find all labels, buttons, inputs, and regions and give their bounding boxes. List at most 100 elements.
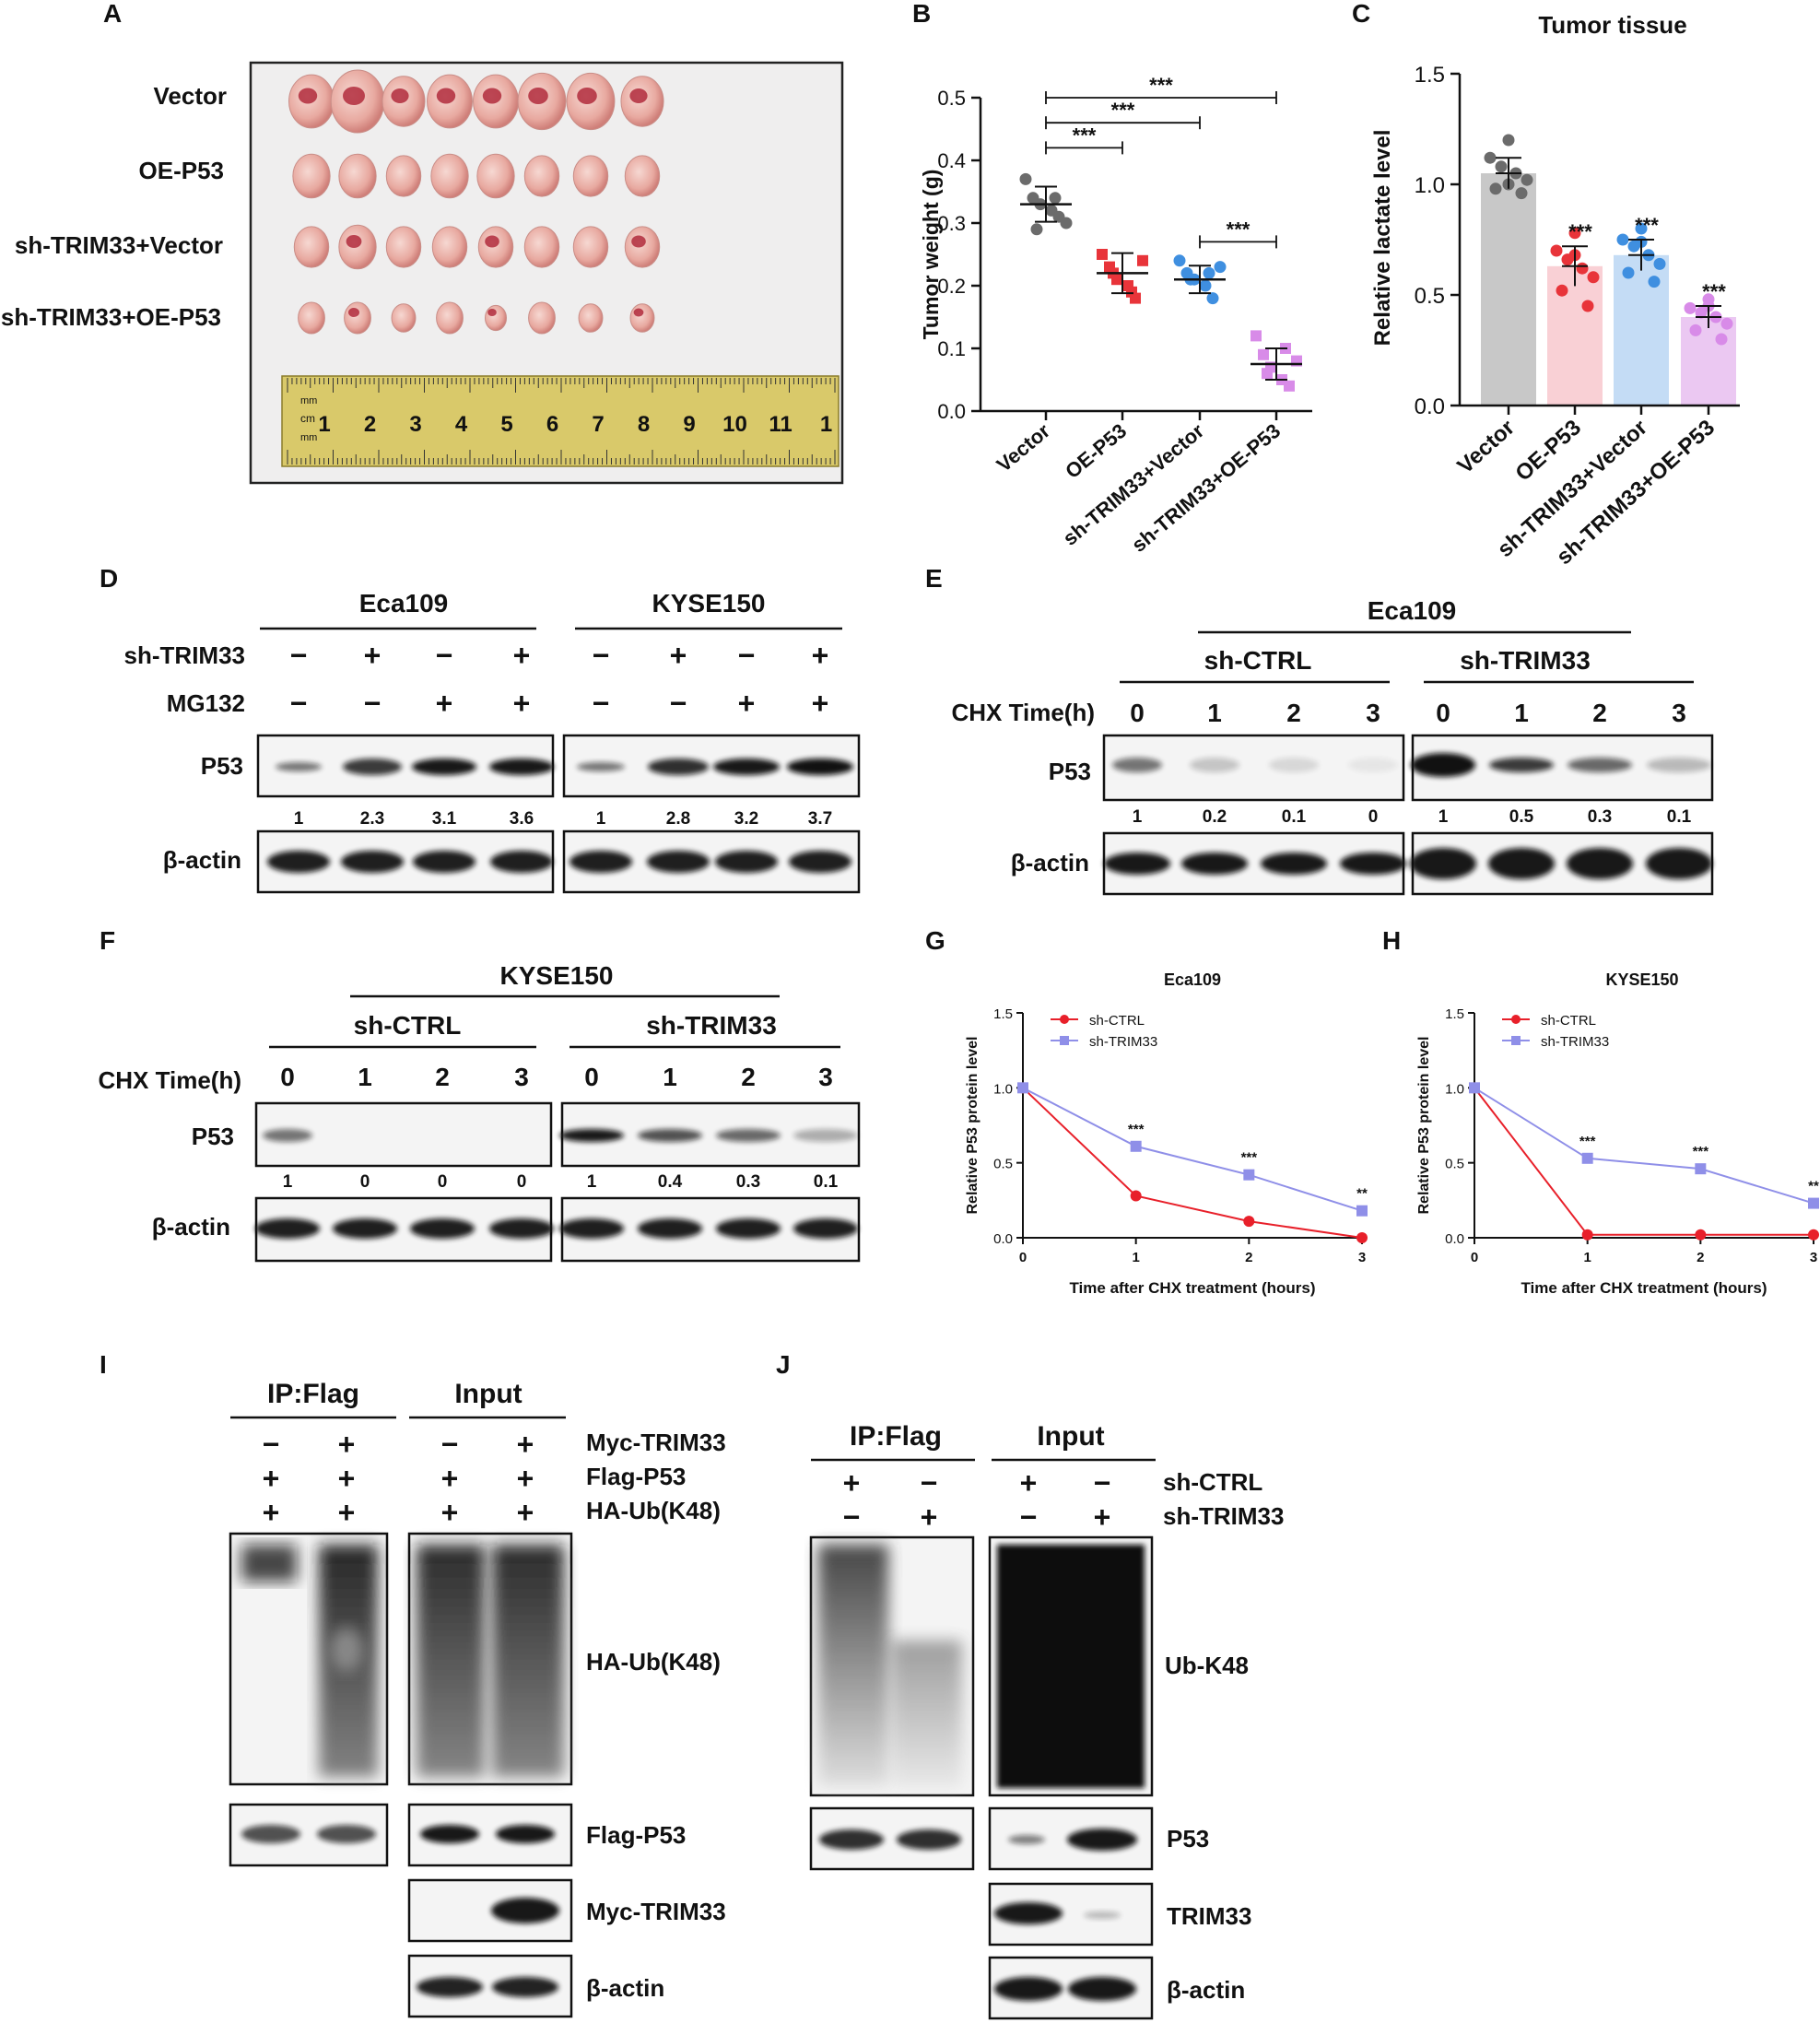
data-point [1097, 249, 1108, 260]
x-tick-label: 2 [1697, 1250, 1704, 1265]
ruler-number: 11 [769, 412, 792, 437]
smear-ub-lane1 [818, 1545, 888, 1786]
data-point [1502, 134, 1515, 147]
treatment-sign: + [338, 1428, 356, 1461]
data-point [1581, 1152, 1593, 1164]
x-tick-label: 0 [1471, 1250, 1478, 1265]
significance-label: ** [1356, 1186, 1368, 1202]
significance-label: *** [1128, 1122, 1145, 1137]
data-point [1258, 348, 1269, 360]
significance-label: *** [1073, 123, 1097, 147]
quant-value: 2.3 [360, 809, 384, 829]
quant-value: 1 [587, 1172, 597, 1192]
treatment-sign: − [290, 639, 308, 672]
treatment-sign: + [517, 1428, 534, 1461]
treatment-signs-i: − + − ++ + + ++ + + + [263, 1428, 534, 1529]
band [267, 851, 330, 873]
treatment-sign: 2 [1592, 699, 1607, 727]
cell-line-e: Eca109 [1368, 596, 1457, 625]
chart-g: Eca109 0.0 0.5 1.0 1.5 0 1 2 3 Time after CHX tre… [965, 970, 1368, 1297]
data-point [1521, 173, 1533, 186]
x-tick-label: 0 [1019, 1250, 1027, 1265]
quantification-f: 1 0 0 0 1 0.4 0.3 0.1 [283, 1172, 839, 1192]
row-label-oe-p53: OE-P53 [139, 157, 225, 184]
tumor-blood-spot [629, 88, 648, 103]
tumor-blood-spot [343, 87, 365, 105]
blot-j-trim33-input [988, 1882, 1154, 1947]
tumor [523, 155, 560, 197]
tumor [391, 303, 417, 333]
band [412, 759, 476, 775]
quant-value: 0.5 [1509, 807, 1534, 827]
data-point [1262, 368, 1273, 380]
treatment-sign: − [441, 1428, 459, 1461]
panel-d: Eca109 KYSE150 sh-TRIM33 MG132 − + − + − + − +−… [124, 589, 861, 894]
band [496, 1825, 555, 1843]
row-label-vector: Vector [154, 82, 228, 110]
band [410, 1218, 475, 1239]
band [492, 1977, 558, 1997]
chx-time-label-f: CHX Time(h) [98, 1066, 241, 1094]
band [276, 762, 322, 771]
band [420, 1825, 479, 1843]
data-point [1550, 244, 1563, 257]
quantification-d: 1 2.3 3.1 3.6 1 2.8 3.2 3.7 [294, 809, 833, 829]
significance-label: *** [1693, 1144, 1709, 1159]
group-sh-trim33-f: sh-TRIM33 [646, 1011, 777, 1040]
panel-letter-b: B [912, 0, 931, 28]
treatment-sign: + [338, 1496, 356, 1529]
treatment-sign: + [670, 639, 687, 672]
data-point [1049, 192, 1062, 205]
y-tick-label: 0.4 [937, 149, 966, 172]
row-label-sh-trim33-oe-p53: sh-TRIM33+OE-P53 [1, 303, 221, 331]
ruler-ticks [287, 378, 836, 465]
quant-value: 0 [438, 1172, 448, 1192]
quant-value: 0.3 [1588, 807, 1612, 827]
band [648, 759, 709, 775]
treatment-sign: 3 [1672, 699, 1686, 727]
data-point [1715, 333, 1728, 346]
panel-e: Eca109 sh-CTRL sh-TRIM33 CHX Time(h) 0 1 2… [951, 596, 1714, 896]
row-label-sh-trim33-vector: sh-TRIM33+Vector [15, 231, 223, 259]
data-point [1126, 286, 1137, 298]
treatment-sign: − [738, 639, 756, 672]
quant-value: 0.1 [1282, 807, 1307, 827]
band [1348, 758, 1398, 772]
band [1411, 753, 1475, 777]
tumor [528, 301, 556, 335]
ruler-numbers: 1 2 3 4 5 6 7 8 9 10 11 1 [318, 412, 832, 437]
treatment-sign: − [436, 639, 453, 672]
smear-ub-lane2 [892, 1641, 962, 1788]
row-label-sh-trim33: sh-TRIM33 [124, 641, 245, 669]
smear-ub-lane4 [492, 1545, 564, 1777]
tumor-blood-spot [482, 88, 502, 104]
treatment-sign: − [921, 1466, 938, 1500]
y-tick-label: 1.0 [1415, 173, 1445, 198]
bands-i-ub [241, 1545, 564, 1777]
quant-value: 0 [1368, 807, 1379, 827]
data-point [1684, 301, 1697, 314]
x-tick-label: 1 [1132, 1250, 1139, 1265]
header-input-j: Input [1037, 1421, 1104, 1452]
bar [1481, 173, 1536, 406]
band [1104, 853, 1170, 875]
tumor-blood-spot [577, 88, 597, 104]
treatment-sign: 2 [1286, 699, 1301, 727]
data-point [1648, 276, 1661, 288]
quant-value: 3.6 [510, 809, 534, 829]
treatment-sign: + [921, 1500, 938, 1534]
treatment-sign: + [263, 1462, 280, 1495]
band [489, 1218, 554, 1239]
treatment-sign: 3 [1366, 699, 1380, 727]
blot-label-trim33-j: TRIM33 [1167, 1902, 1251, 1930]
quant-value: 2.8 [666, 809, 690, 829]
data-point [1695, 1163, 1707, 1175]
tumor [477, 226, 514, 268]
data-point [1030, 223, 1043, 236]
data-point [1203, 266, 1215, 279]
treatment-sign: 1 [1514, 699, 1529, 727]
band [559, 1218, 624, 1239]
blot-label-p53-j: P53 [1167, 1825, 1209, 1852]
series-line [1022, 1087, 1363, 1212]
quant-value: 3.1 [432, 809, 457, 829]
